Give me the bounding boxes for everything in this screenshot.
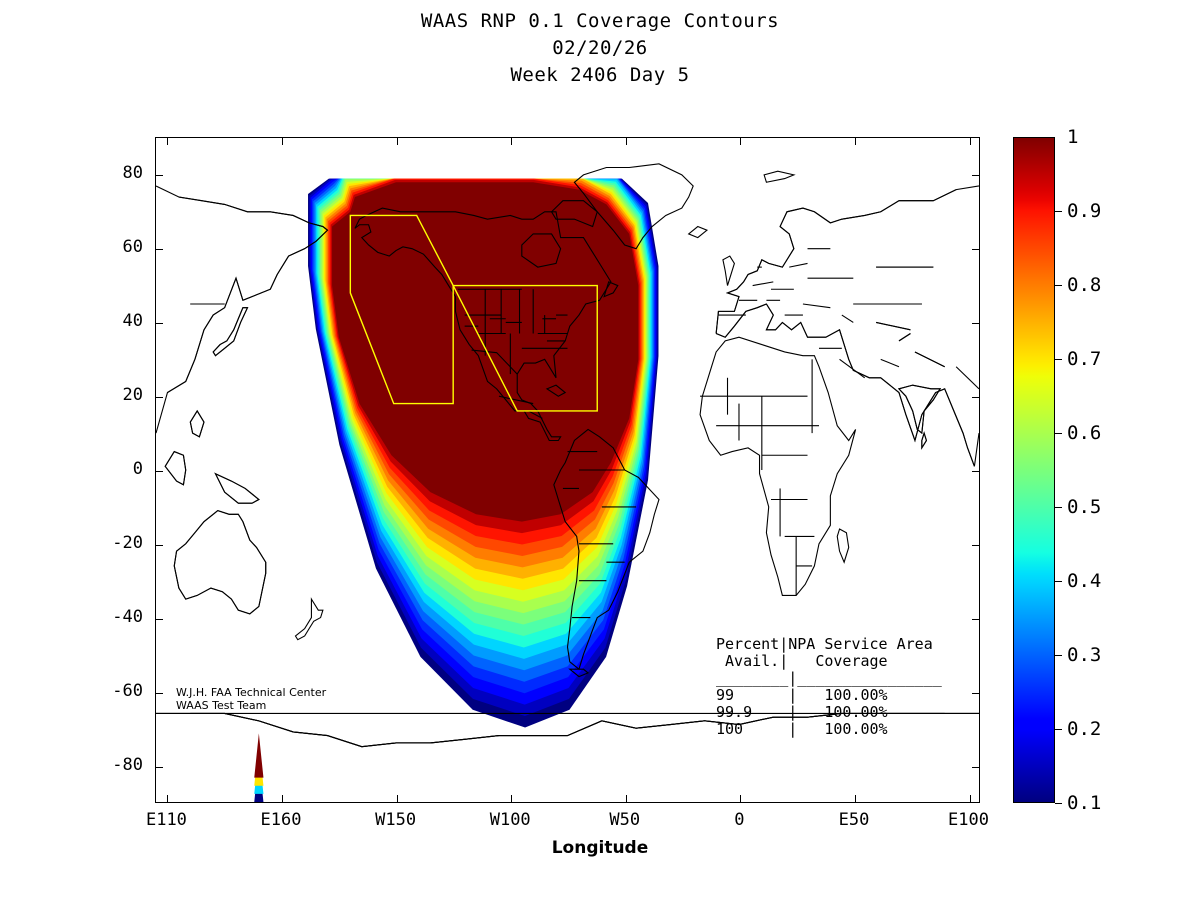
title-line-2: 02/20/26 xyxy=(552,37,648,59)
stats-header-row-1: Percent|NPA Service Area xyxy=(716,635,933,653)
x-axis-tick xyxy=(969,795,971,802)
credit-line-2: WAAS Test Team xyxy=(176,699,267,712)
coverage-contour-layer xyxy=(254,178,659,802)
y-axis-tick-label: 80 xyxy=(122,163,143,183)
service-area-alaska xyxy=(350,215,453,403)
stats-data-row: 99 | 100.00% xyxy=(716,686,888,704)
x-axis-tick-label: E100 xyxy=(948,810,989,830)
y-axis-tick xyxy=(972,397,979,398)
y-axis-tick xyxy=(156,323,163,324)
y-axis-tick-label: 40 xyxy=(122,311,143,331)
y-axis-tick xyxy=(156,619,163,620)
stats-data-row: 99.9 | 100.00% xyxy=(716,703,888,721)
x-axis-tick xyxy=(740,795,742,802)
y-axis-tick xyxy=(156,397,163,398)
y-axis-tick xyxy=(156,249,163,250)
x-axis-tick-label: W150 xyxy=(375,810,417,830)
colorbar: 1 0.9 0.8 0.7 0.6 0.5 0.4 0.3 0.2 0.1 xyxy=(1013,126,1101,814)
stats-header-row-2: Avail.| Coverage xyxy=(716,652,888,670)
x-axis-tick-label: 0 xyxy=(734,810,745,830)
y-axis-tick xyxy=(972,323,979,324)
x-axis-tick-label: W50 xyxy=(609,810,641,830)
colorbar-tick xyxy=(1055,507,1062,508)
x-axis-tick xyxy=(511,138,513,145)
colorbar-tick-label: 0.7 xyxy=(1067,348,1102,370)
colorbar-tick-label: 0.4 xyxy=(1067,570,1102,592)
y-axis-tick xyxy=(972,767,979,768)
world-coastline-layer xyxy=(156,138,979,802)
x-axis-tick xyxy=(625,795,627,802)
colorbar-tick xyxy=(1055,433,1062,434)
x-axis-tick xyxy=(854,138,856,145)
colorbar-tick xyxy=(1055,211,1062,212)
x-axis-tick xyxy=(625,138,627,145)
y-axis-tick-label: 20 xyxy=(122,385,143,405)
colorbar-tick xyxy=(1055,581,1062,582)
stats-data-row: 100 | 100.00% xyxy=(716,720,888,738)
y-axis-tick xyxy=(156,693,163,694)
stats-divider: ________|________________ xyxy=(716,669,942,687)
colorbar-tick xyxy=(1055,655,1062,656)
colorbar-tick xyxy=(1055,729,1062,730)
x-axis-tick xyxy=(511,795,513,802)
y-axis-tick xyxy=(972,619,979,620)
y-axis-tick-label: 60 xyxy=(122,237,143,257)
x-axis-tick xyxy=(167,795,169,802)
x-axis-tick xyxy=(167,138,169,145)
coverage-stats-table: Percent|NPA Service Area Avail.| Coverag… xyxy=(716,636,942,738)
y-axis-tick xyxy=(972,175,979,176)
colorbar-tick-label: 0.9 xyxy=(1067,200,1102,222)
y-axis-tick-label: -80 xyxy=(112,755,143,775)
y-axis-tick xyxy=(972,693,979,694)
colorbar-tick-label: 0.3 xyxy=(1067,644,1102,666)
y-axis-tick-label: -60 xyxy=(112,681,143,701)
colorbar-tick-label: 0.1 xyxy=(1067,792,1102,814)
x-axis-tick-label: E50 xyxy=(838,810,870,830)
x-axis-tick xyxy=(854,795,856,802)
x-axis-tick xyxy=(396,795,398,802)
title-line-3: Week 2406 Day 5 xyxy=(510,64,690,86)
x-axis-tick xyxy=(396,138,398,145)
x-axis-title: Longitude xyxy=(551,838,649,858)
y-axis-tick xyxy=(156,545,163,546)
colorbar-tick-label: 1 xyxy=(1067,126,1079,148)
y-axis-tick xyxy=(972,545,979,546)
credit-text: W.J.H. FAA Technical Center WAAS Test Te… xyxy=(176,686,326,712)
x-axis-tick-label: E160 xyxy=(260,810,302,830)
credit-line-1: W.J.H. FAA Technical Center xyxy=(176,686,327,699)
y-axis-tick xyxy=(972,249,979,250)
x-axis-tick xyxy=(740,138,742,145)
y-axis-tick xyxy=(156,471,163,472)
service-area-conus xyxy=(453,286,597,411)
y-axis-tick-label: -20 xyxy=(112,533,143,553)
colorbar-gradient xyxy=(1013,137,1055,803)
y-axis-tick xyxy=(972,471,979,472)
colorbar-tick-label: 0.8 xyxy=(1067,274,1102,296)
map-plot-area: W.J.H. FAA Technical Center WAAS Test Te… xyxy=(155,137,980,803)
y-axis-tick-label: -40 xyxy=(112,607,143,627)
x-axis-tick xyxy=(969,138,971,145)
colorbar-tick-label: 0.6 xyxy=(1067,422,1102,444)
colorbar-tick xyxy=(1055,359,1062,360)
title-block: WAAS RNP 0.1 Coverage Contours 02/20/26 … xyxy=(0,8,1200,89)
colorbar-tick xyxy=(1055,803,1062,804)
title-line-1: WAAS RNP 0.1 Coverage Contours xyxy=(420,10,780,32)
npa-service-area-polygon xyxy=(156,138,979,802)
x-axis-tick-label: E110 xyxy=(145,810,187,830)
y-axis-tick xyxy=(156,767,163,768)
x-axis-tick xyxy=(282,138,284,145)
colorbar-tick xyxy=(1055,285,1062,286)
contour-spike-1 xyxy=(254,733,264,778)
y-axis-tick-label: 0 xyxy=(132,459,143,479)
x-axis-tick xyxy=(282,795,284,802)
x-axis-tick-label: W100 xyxy=(489,810,531,830)
colorbar-tick-label: 0.2 xyxy=(1067,718,1102,740)
y-axis-tick xyxy=(156,175,163,176)
colorbar-tick-label: 0.5 xyxy=(1067,496,1102,518)
